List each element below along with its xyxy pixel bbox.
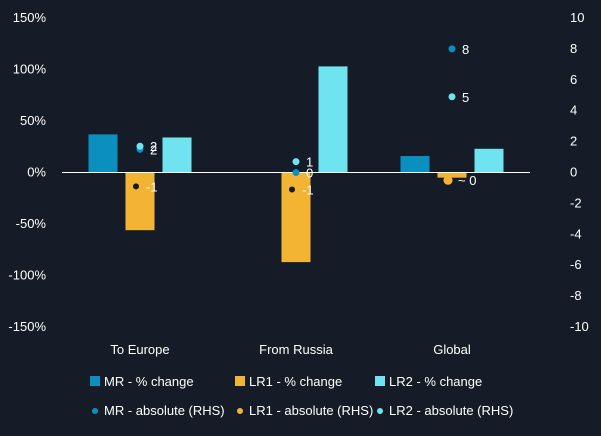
y-right-tick-label: -4 [570,226,582,241]
legend-label: MR - % change [104,374,194,389]
point-label: 8 [462,42,469,57]
y-right-tick-label: -6 [570,257,582,272]
y-left-tick-label: -50% [16,216,47,231]
y-left-tick-label: -150% [8,319,46,334]
y-right-tick-label: 8 [570,41,577,56]
point-lr1-absolute-rhs-from-russia [287,184,297,195]
bar-mr-change-global [400,156,430,173]
point-mr-absolute-rhs-from-russia [292,169,300,176]
point-label: ~ 0 [458,173,476,188]
point-lr2-absolute-rhs-from-russia [292,158,300,166]
y-right-tick-label: -10 [570,319,589,334]
y-right-tick-label: -8 [570,288,582,303]
x-category-label: Global [433,342,471,357]
point-lr1-absolute-rhs-global [443,175,453,185]
legend-marker-mr-absolute-rhs [92,408,98,414]
point-label: 0 [306,166,313,181]
y-right-tick-label: 10 [570,10,584,25]
y-left-tick-label: -100% [8,268,46,283]
bar-lr2-change-to-europe [162,137,192,173]
y-right-tick-label: -2 [570,195,582,210]
point-label: 5 [462,90,469,105]
y-left-tick-label: 100% [13,62,47,77]
bar-lr1-change-to-europe [125,172,155,231]
y-right-tick-label: 0 [570,165,577,180]
legend-label: LR2 - % change [389,374,482,389]
y-right-tick-label: 2 [570,134,577,149]
legend-label: LR1 - absolute (RHS) [249,403,373,418]
legend-label: LR1 - % change [249,374,342,389]
legend-swatch-lr1-change [235,376,245,386]
point-mr-absolute-rhs-global [448,45,456,53]
y-left-tick-label: 50% [20,113,46,128]
bar-mr-change-to-europe [88,134,118,173]
bar-lr2-change-global [474,148,504,173]
bar-lr2-change-from-russia [318,66,348,173]
point-lr2-absolute-rhs-global [448,93,456,101]
legend-swatch-mr-change [90,376,100,386]
point-label: 1 [306,155,313,170]
legend-marker-lr1-absolute-rhs [237,408,243,414]
point-lr2-absolute-rhs-to-europe [136,142,144,150]
y-left-tick-label: 150% [13,10,47,25]
point-label: 2 [150,139,157,154]
legend-marker-lr2-absolute-rhs [377,408,383,414]
legend-swatch-lr2-change [375,376,385,386]
bar-lr1-change-global [437,172,467,178]
y-right-tick-label: 4 [570,103,577,118]
legend-label: MR - absolute (RHS) [104,403,225,418]
point-label: 2 [150,142,157,157]
point-label: -1 [302,182,314,197]
x-category-label: To Europe [110,342,169,357]
y-right-tick-label: 6 [570,72,577,87]
point-label: -1 [146,179,158,194]
point-lr1-absolute-rhs-to-europe [131,181,141,191]
x-category-label: From Russia [259,342,333,357]
y-left-tick-label: 0% [27,165,46,180]
legend-label: LR2 - absolute (RHS) [389,403,513,418]
